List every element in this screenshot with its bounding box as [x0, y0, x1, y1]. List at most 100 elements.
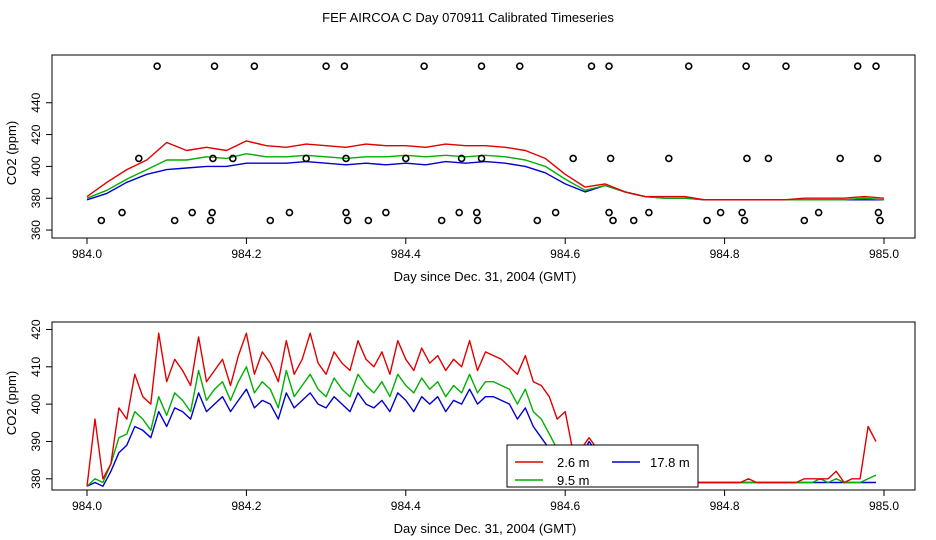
- y-tick-label: 360: [29, 220, 43, 240]
- bottom-y-axis-label: CO2 (ppm): [4, 371, 19, 435]
- legend-box: [506, 444, 699, 488]
- y-tick-label: 390: [29, 431, 43, 451]
- x-tick-label: 984.4: [391, 499, 421, 513]
- calibration-marker: [587, 62, 596, 70]
- series-line-2-6-m: [86, 332, 877, 487]
- calibration-marker: [836, 154, 844, 163]
- series-line-9-5-m: [86, 152, 885, 201]
- calibration-marker: [97, 216, 106, 225]
- calibration-marker: [782, 62, 790, 70]
- calibration-marker: [420, 62, 428, 70]
- calibration-marker: [716, 208, 725, 217]
- calibration-marker: [477, 154, 486, 163]
- calibration-marker: [382, 208, 390, 217]
- calibration-marker: [250, 62, 259, 70]
- x-tick-label: 984.6: [550, 247, 580, 261]
- calibration-marker: [740, 216, 749, 225]
- calibration-marker: [343, 216, 352, 225]
- calibration-marker: [473, 216, 482, 225]
- calibration-marker: [742, 62, 750, 70]
- calibration-marker: [457, 154, 466, 163]
- calibration-marker: [472, 208, 481, 217]
- y-tick-label: 380: [29, 468, 43, 488]
- top-y-axis-label: CO2 (ppm): [4, 121, 19, 185]
- top-panel: Day since Dec. 31, 2004 (GMT) CO2 (ppm) …: [4, 54, 916, 284]
- y-tick-label: 410: [29, 356, 43, 376]
- calibration-marker: [876, 216, 884, 225]
- calibration-marker: [738, 208, 746, 217]
- calibration-marker: [209, 154, 217, 163]
- calibration-marker: [455, 208, 463, 217]
- y-tick-label: 440: [29, 92, 43, 112]
- x-tick-label: 984.2: [231, 499, 261, 513]
- x-tick-label: 984.2: [231, 247, 261, 261]
- y-tick-label: 400: [29, 394, 43, 414]
- series-line-17-8-m: [86, 388, 876, 487]
- y-tick-label: 380: [29, 188, 43, 208]
- calibration-marker: [118, 208, 126, 217]
- plot-frame: [51, 54, 916, 239]
- calibration-marker: [874, 208, 883, 217]
- series-line-2-6-m: [86, 140, 885, 201]
- legend-label-17-8m: 17.8 m: [650, 455, 690, 470]
- calibration-marker: [853, 62, 862, 70]
- calibration-marker: [340, 62, 349, 70]
- x-tick-label: 984.6: [550, 499, 580, 513]
- calibration-marker: [342, 208, 350, 217]
- calibration-marker: [401, 154, 410, 163]
- calibration-marker: [609, 216, 617, 225]
- x-tick-label: 984.8: [710, 499, 740, 513]
- calibration-marker: [477, 62, 486, 70]
- calibration-marker: [872, 62, 880, 70]
- series-line-17-8-m: [86, 160, 884, 201]
- legend: 2.6 m 9.5 m 17.8 m: [506, 444, 699, 488]
- calibration-marker: [229, 154, 237, 163]
- legend-label-9-5m: 9.5 m: [557, 473, 590, 488]
- x-tick-label: 984.8: [710, 247, 740, 261]
- bottom-x-axis-label: Day since Dec. 31, 2004 (GMT): [394, 521, 577, 536]
- x-tick-label: 985.0: [869, 247, 899, 261]
- y-tick-label: 420: [29, 319, 43, 339]
- calibration-marker: [170, 216, 179, 225]
- calibration-marker: [605, 62, 613, 70]
- top-x-axis-label: Day since Dec. 31, 2004 (GMT): [394, 269, 577, 284]
- calibration-marker: [285, 208, 294, 217]
- calibration-marker: [873, 154, 882, 163]
- x-tick-label: 984.4: [391, 247, 421, 261]
- bottom-panel: Day since Dec. 31, 2004 (GMT) CO2 (ppm) …: [4, 319, 916, 536]
- calibration-marker: [665, 154, 673, 163]
- y-tick-label: 420: [29, 124, 43, 144]
- x-tick-label: 985.0: [869, 499, 899, 513]
- calibration-marker: [135, 154, 143, 163]
- calibration-marker: [764, 154, 773, 163]
- calibration-marker: [322, 62, 330, 70]
- calibration-marker: [533, 216, 542, 225]
- calibration-marker: [800, 216, 809, 225]
- calibration-marker: [266, 216, 275, 225]
- calibration-marker: [437, 216, 446, 225]
- calibration-marker: [515, 62, 524, 70]
- calibration-marker: [364, 216, 373, 225]
- calibration-marker: [814, 208, 823, 217]
- calibration-marker: [153, 62, 161, 70]
- calibration-marker: [684, 62, 693, 70]
- calibration-marker: [569, 154, 577, 163]
- calibration-marker: [551, 208, 560, 217]
- calibration-marker: [605, 208, 613, 217]
- calibration-marker: [703, 216, 711, 225]
- calibration-marker: [645, 208, 653, 217]
- calibration-marker: [342, 154, 350, 163]
- calibration-marker: [302, 154, 310, 163]
- calibration-marker: [188, 208, 197, 217]
- calibration-marker: [629, 216, 638, 225]
- plot-frame: [51, 321, 916, 491]
- x-tick-label: 984.0: [72, 499, 102, 513]
- y-tick-label: 400: [29, 156, 43, 176]
- calibration-marker: [743, 154, 751, 163]
- x-tick-label: 984.0: [72, 247, 102, 261]
- series-line-9-5-m: [86, 366, 877, 487]
- calibration-marker: [606, 154, 615, 163]
- calibration-marker: [210, 62, 219, 70]
- calibration-marker: [206, 216, 215, 225]
